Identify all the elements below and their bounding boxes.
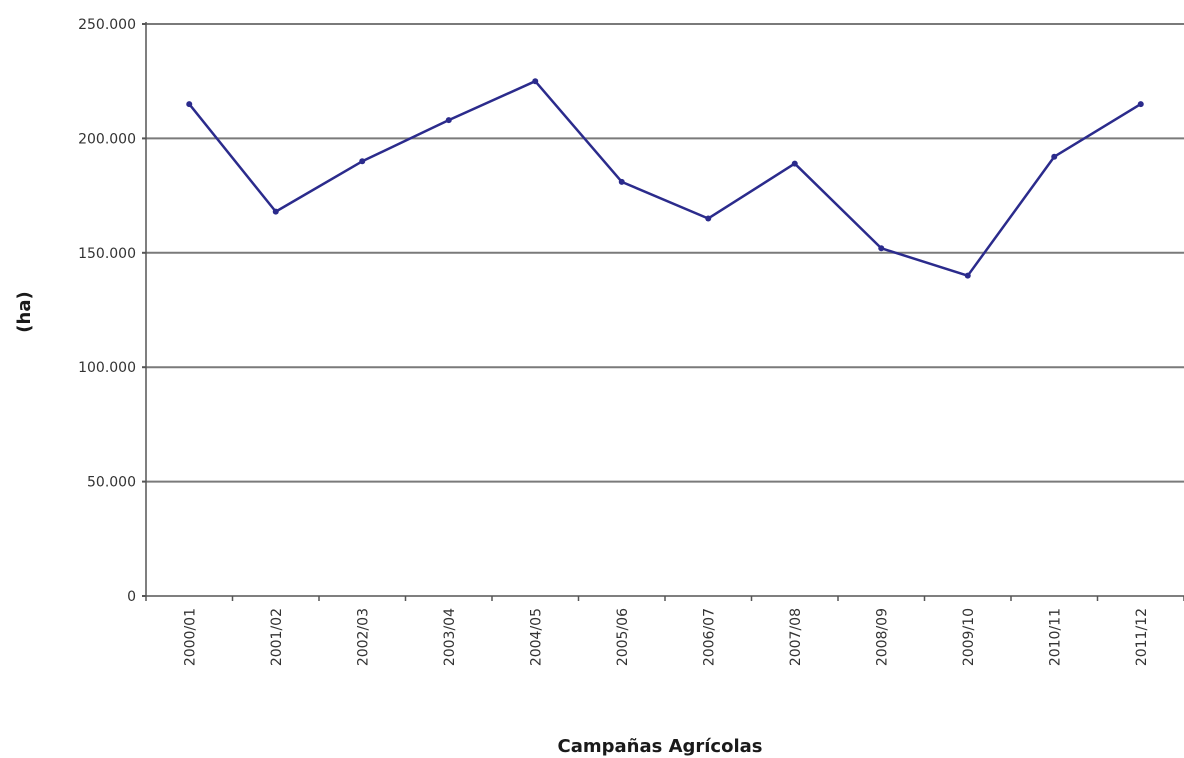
x-tick-label: 2000/01 [182,608,198,666]
x-tick-label: 2001/02 [269,608,285,666]
x-tick-label: 2007/08 [788,608,804,666]
y-tick-label: 50.000 [87,475,136,491]
x-tick-labels: 2000/01 2001/02 2002/03 2003/04 2004/05 2005/… [182,608,1150,666]
data-point [272,208,279,215]
x-tick-label: 2004/05 [528,608,544,666]
x-tick-label: 2006/07 [701,608,717,666]
x-tick-label: 2005/06 [615,608,631,666]
x-tick-label: 2009/10 [961,608,977,666]
x-axis-label: Campañas Agrícolas [557,736,762,757]
y-tick-label: 200.000 [78,131,136,147]
x-tick-label: 2011/12 [1134,608,1150,666]
y-axis-label: (ha) [14,291,35,332]
data-point [445,117,452,124]
y-tick-label: 150.000 [78,246,136,262]
data-point [532,78,539,85]
data-point [878,245,885,252]
gridlines [146,23,1184,483]
data-point [186,101,193,108]
data-point [359,158,366,165]
data-point [618,178,625,185]
axes [142,22,1184,601]
data-point [791,160,798,167]
x-tick-label: 2010/11 [1047,608,1063,666]
data-point [705,215,712,222]
data-point [1137,101,1144,108]
series [186,78,1144,279]
data-point [964,272,971,279]
y-tick-label: 0 [127,589,136,605]
x-tick-label: 2003/04 [442,608,458,666]
y-tick-labels: 0 50.000 100.000 150.000 200.000 250.000 [78,17,136,605]
y-tick-label: 250.000 [78,17,136,33]
data-point [1051,153,1058,160]
y-tick-label: 100.000 [78,360,136,376]
x-tick-label: 2008/09 [874,608,890,666]
x-tick-label: 2002/03 [355,608,371,666]
series-line [188,79,1142,277]
